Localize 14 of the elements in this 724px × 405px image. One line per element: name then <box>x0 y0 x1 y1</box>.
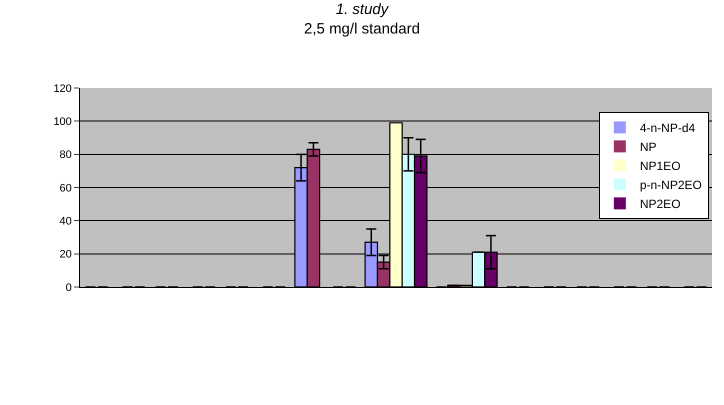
y-tick-label: 60 <box>60 182 72 194</box>
legend-label: NP1EO <box>640 159 681 174</box>
legend-label: p-n-NP2EO <box>640 178 702 192</box>
y-tick-label: 120 <box>53 82 72 95</box>
chart-title: 1. study <box>336 1 390 18</box>
legend-label: NP <box>640 140 657 154</box>
y-tick-label: 40 <box>60 216 72 228</box>
legend-label: 4-n-NP-d4 <box>640 121 696 136</box>
y-tick-label: 20 <box>60 248 72 261</box>
chart-subtitle: 2,5 mg/l standard <box>304 20 420 38</box>
y-tick-label: 80 <box>60 149 72 162</box>
y-tick-label: 100 <box>53 116 72 128</box>
legend-label: NP2EO <box>640 197 681 212</box>
y-tick-label: 0 <box>66 282 72 294</box>
